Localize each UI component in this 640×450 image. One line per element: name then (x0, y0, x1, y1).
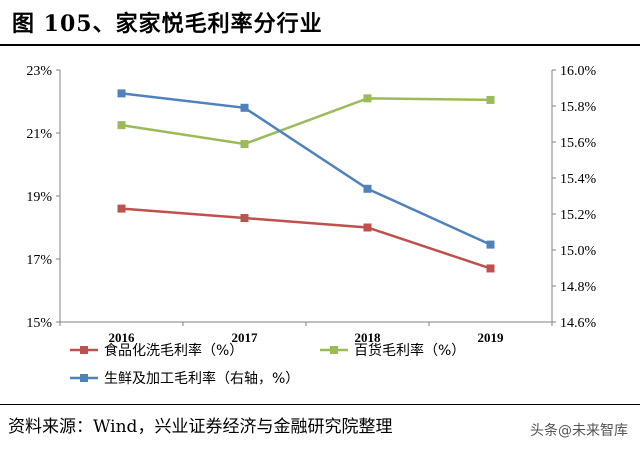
right-tick-label: 14.8% (560, 280, 597, 295)
source-note: 资料来源：Wind，兴业证券经济与金融研究院整理 (8, 417, 393, 437)
data-point (363, 94, 372, 103)
x-tick-label: 2019 (478, 330, 505, 345)
chart-axes (59, 70, 553, 323)
right-tick-label: 15.2% (560, 208, 597, 223)
series-line-0 (121, 207, 491, 270)
series-line-1 (121, 97, 491, 146)
data-point (363, 184, 372, 193)
x-tick-label: 2016 (109, 330, 136, 345)
right-tick-label: 16.0% (560, 64, 597, 79)
data-point (240, 214, 249, 223)
legend-label: 百货毛利率（%） (354, 342, 465, 359)
left-tick-label: 15% (26, 316, 52, 331)
left-tick-label: 17% (26, 253, 52, 268)
right-tick-label: 15.0% (560, 244, 597, 259)
right-tick-label: 14.6% (560, 316, 597, 331)
data-point (486, 240, 495, 249)
x-tick-label: 2018 (355, 330, 382, 345)
chart-legend: 食品化洗毛利率（%） 百货毛利率（%） 生鲜及加工毛利率（右轴，%） (70, 342, 465, 387)
legend-swatch-marker (80, 346, 88, 354)
data-point (240, 103, 249, 112)
left-tick-label: 21% (26, 127, 52, 142)
data-point (486, 95, 495, 104)
data-point (486, 264, 495, 273)
legend-swatch-marker (330, 346, 338, 354)
data-point (240, 140, 249, 149)
legend-label: 生鲜及加工毛利率（右轴，%） (104, 370, 299, 387)
legend-swatch-marker (80, 374, 88, 382)
chart-ticks: 23% 21% 19% 17% 15% 16.0% 15.8% 15.6% 15.4% 15.2%… (26, 64, 596, 345)
data-point (363, 223, 372, 232)
legend-label: 食品化洗毛利率（%） (104, 342, 243, 359)
source-divider (0, 404, 640, 405)
figure-title: 图 105、家家悦毛利率分行业 (12, 11, 323, 37)
data-point (117, 121, 126, 130)
x-tick-label: 2017 (232, 330, 259, 345)
right-tick-label: 15.4% (560, 172, 597, 187)
line-chart: 23% 21% 19% 17% 15% 16.0% 15.8% 15.6% 15.4% 15.2%… (26, 64, 596, 387)
left-tick-label: 19% (26, 190, 52, 205)
watermark: 头条@未来智库 (530, 423, 628, 439)
right-tick-label: 15.8% (560, 100, 597, 115)
series-line-2 (121, 92, 492, 246)
data-point (117, 89, 126, 98)
left-tick-label: 23% (26, 64, 52, 79)
title-divider (0, 44, 640, 46)
data-point (117, 204, 126, 213)
chart-lines (117, 89, 495, 273)
right-tick-label: 15.6% (560, 136, 597, 151)
